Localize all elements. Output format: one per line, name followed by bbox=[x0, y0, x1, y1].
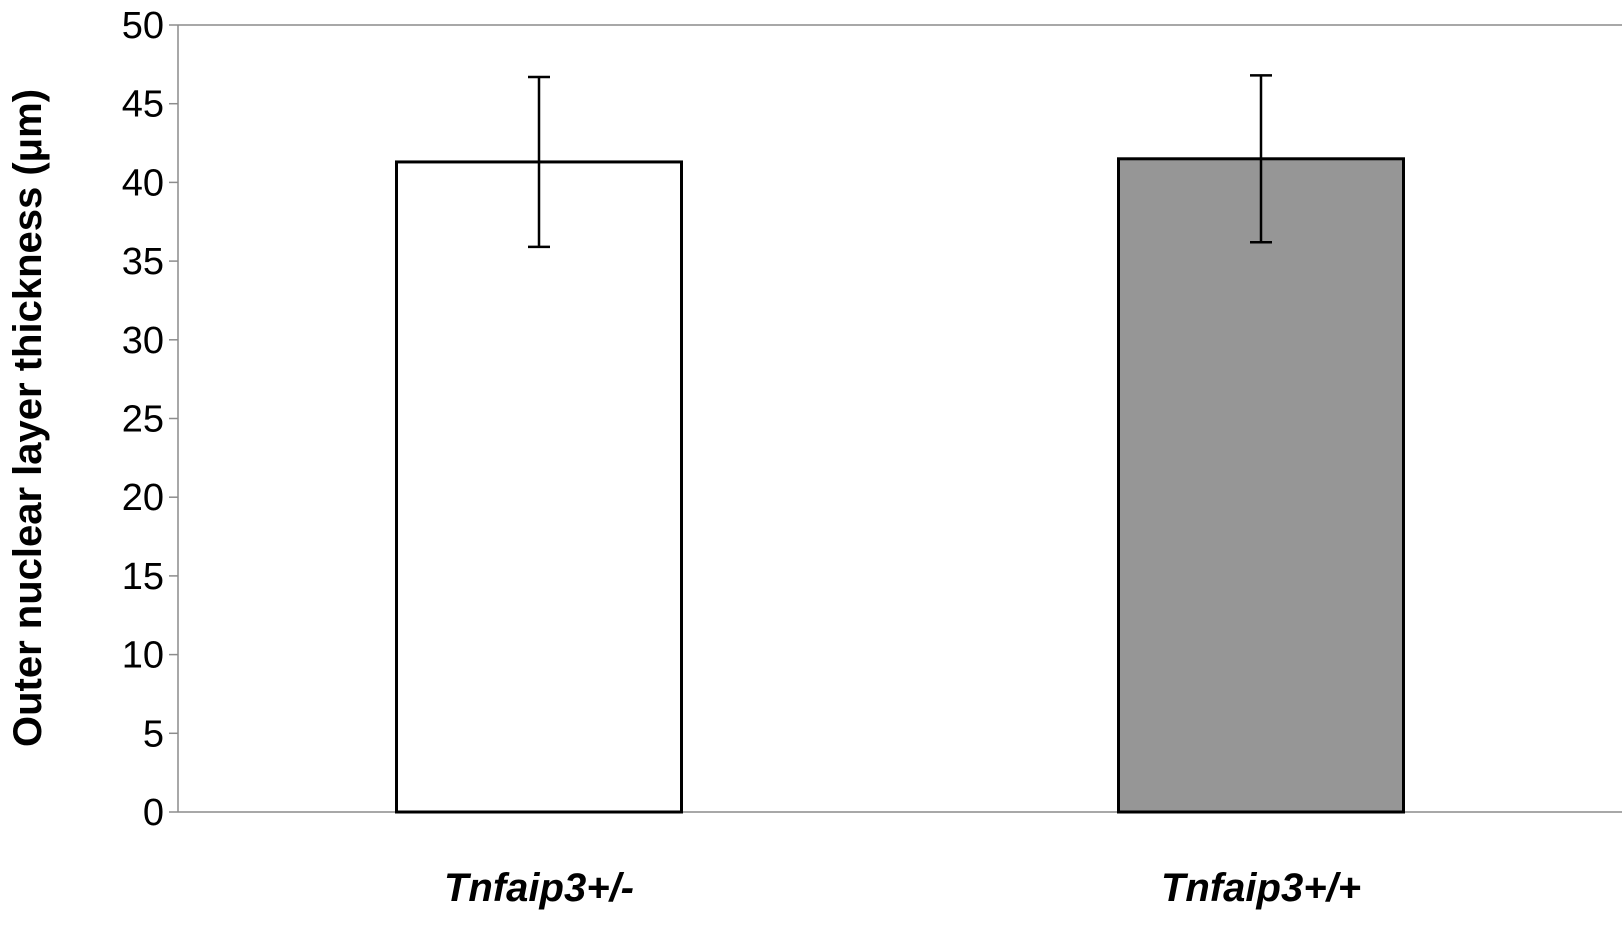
bar bbox=[395, 160, 683, 814]
labels: 0 5 10 15 20 25 30 35 40 45 50 Tnfaip3+/- Tnfaip3+/+ bbox=[122, 5, 1361, 910]
y-tick-label: 30 bbox=[122, 320, 164, 362]
x-category-label: Tnfaip3+/- bbox=[444, 866, 634, 910]
x-category-label: Tnfaip3+/+ bbox=[1161, 866, 1361, 910]
y-tick-label: 0 bbox=[143, 792, 164, 834]
y-tick-label: 40 bbox=[122, 162, 164, 204]
y-tick-label: 5 bbox=[143, 713, 164, 755]
y-tick-label: 35 bbox=[122, 241, 164, 283]
bars bbox=[395, 157, 1405, 814]
y-tick-label: 15 bbox=[122, 556, 164, 598]
bar bbox=[1117, 157, 1405, 814]
y-tick-label: 25 bbox=[122, 399, 164, 441]
y-tick-label: 45 bbox=[122, 84, 164, 126]
error-bars bbox=[528, 74, 1272, 249]
y-tick-label: 10 bbox=[122, 635, 164, 677]
y-tick-label: 20 bbox=[122, 477, 164, 519]
y-tick-label: 50 bbox=[122, 5, 164, 47]
y-axis-title: Outer nuclear layer thickness (μm) bbox=[6, 89, 50, 747]
